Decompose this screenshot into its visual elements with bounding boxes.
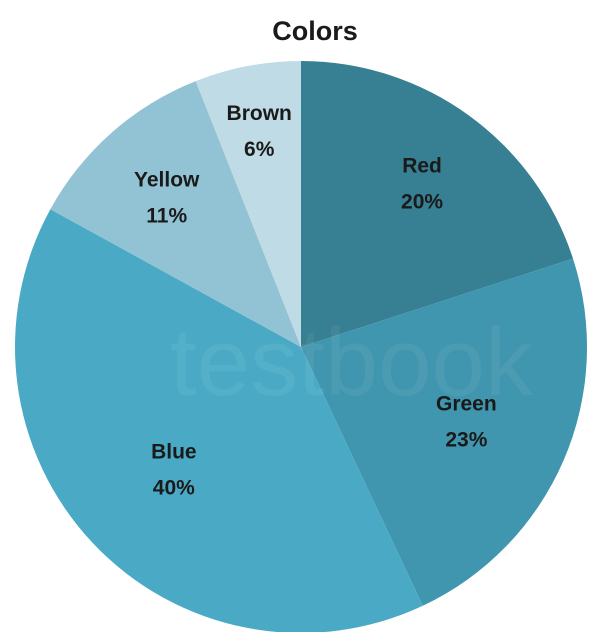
- slice-label-red: Red: [402, 154, 442, 177]
- pie-slice-yellow: [50, 81, 302, 347]
- pie-slices: [15, 61, 587, 632]
- chart-title: Colors: [272, 16, 358, 46]
- slice-label-blue: Blue: [151, 440, 197, 463]
- slice-label-brown: Brown: [227, 102, 292, 125]
- slice-value-green: 23%: [445, 429, 487, 452]
- slice-value-red: 20%: [401, 190, 443, 213]
- pie-slice-red: [301, 61, 574, 347]
- slice-label-yellow: Yellow: [134, 169, 200, 192]
- pie-slice-blue: [15, 209, 423, 632]
- pie-slice-green: [301, 258, 587, 606]
- slice-value-brown: 6%: [244, 138, 275, 161]
- watermark-text: testbook: [170, 309, 534, 416]
- slice-label-green: Green: [436, 393, 497, 416]
- slice-value-blue: 40%: [153, 476, 195, 499]
- slice-labels: Red 20% Green 23% Blue 40% Yellow 11% Brown 6% tes…: [134, 102, 534, 500]
- pie-slice-brown: [195, 61, 301, 347]
- slice-value-yellow: 11%: [146, 205, 187, 228]
